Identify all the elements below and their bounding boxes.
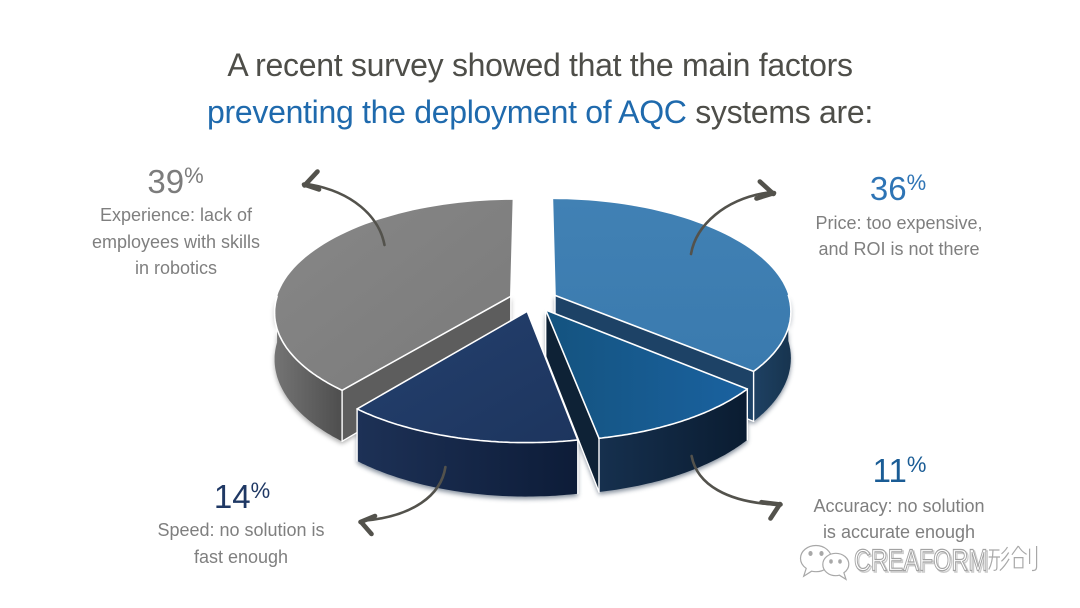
svg-text:CREAFORM: CREAFORM	[855, 544, 989, 579]
svg-text:CREAFORM: CREAFORM	[854, 543, 988, 578]
